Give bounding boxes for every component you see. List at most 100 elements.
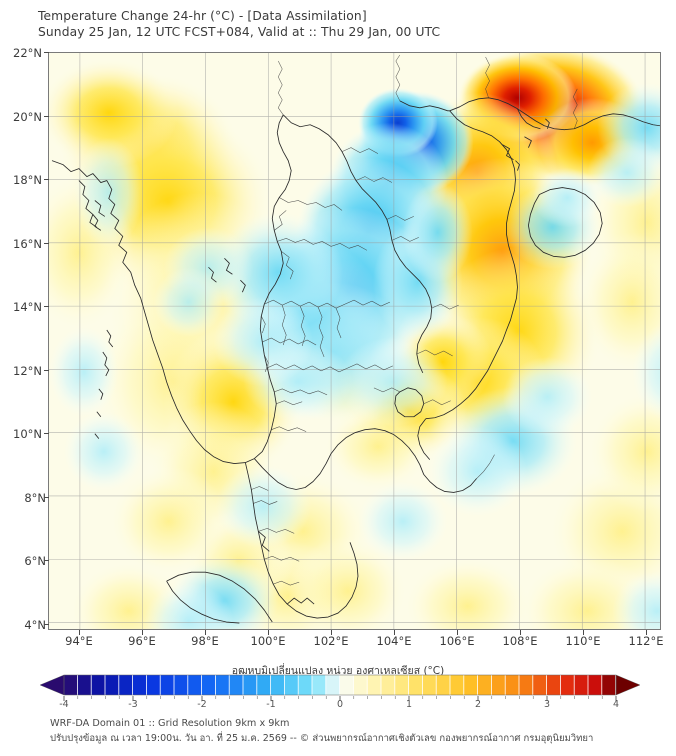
colorbar-segment xyxy=(367,675,381,695)
colorbar-segment xyxy=(119,675,133,695)
x-tick-mark xyxy=(646,630,647,635)
chart-title-block: Temperature Change 24-hr (°C) - [Data As… xyxy=(38,8,440,40)
colorbar-segment xyxy=(133,675,146,695)
x-tick-label: 110°E xyxy=(565,634,601,648)
colorbar-segment xyxy=(91,675,105,695)
coastline-layer xyxy=(51,54,660,624)
x-tick-mark xyxy=(583,630,584,635)
colorbar-ticks xyxy=(63,696,617,701)
colorbar-segment xyxy=(326,675,340,695)
y-tick-mark xyxy=(44,369,49,371)
y-tick-mark xyxy=(44,52,49,53)
x-tick-mark xyxy=(394,630,395,635)
colorbar-tick-label: 2 xyxy=(474,699,482,710)
y-tick-mark xyxy=(44,560,49,561)
colorbar-tick-label: -4 xyxy=(59,699,69,710)
y-tick-label: 22°N xyxy=(13,46,42,60)
y-tick-label: 20°N xyxy=(13,110,42,124)
x-tick-label: 96°E xyxy=(128,634,156,648)
x-tick-mark xyxy=(331,630,332,635)
x-tick-mark xyxy=(142,630,143,635)
colorbar-segment xyxy=(353,675,367,695)
colorbar-tick-label: -2 xyxy=(197,699,207,710)
y-tick-label: 10°N xyxy=(13,427,42,441)
x-tick-label: 94°E xyxy=(65,634,93,648)
temperature-anomaly-map xyxy=(49,53,660,629)
colorbar-segment xyxy=(478,675,491,695)
footer-block: WRF-DA Domain 01 :: Grid Resolution 9km … xyxy=(50,716,593,746)
colorbar-segment xyxy=(243,675,257,695)
colorbar-tick-label: 1 xyxy=(405,699,413,710)
colorbar-segment xyxy=(271,675,284,695)
colorbar-swatches xyxy=(40,674,640,696)
colorbar-segment xyxy=(174,675,188,695)
y-tick-label: 14°N xyxy=(13,300,42,314)
colorbar-segment xyxy=(560,675,574,695)
colorbar-segment xyxy=(602,675,616,695)
colorbar-tick-label: 0 xyxy=(336,699,344,710)
x-tick-label: 102°E xyxy=(313,634,349,648)
cool-anomaly-field xyxy=(49,82,660,629)
colorbar-segment xyxy=(436,675,450,695)
colorbar-segment xyxy=(519,675,533,695)
y-tick-mark xyxy=(44,306,49,307)
x-tick-label: 98°E xyxy=(191,634,219,648)
x-tick-label: 100°E xyxy=(250,634,286,648)
colorbar-segment xyxy=(533,675,547,695)
colorbar-segment xyxy=(188,675,202,695)
x-tick-mark xyxy=(520,630,521,635)
y-tick-label: 4°N xyxy=(24,618,46,632)
x-tick-label: 106°E xyxy=(439,634,475,648)
colorbar-segment xyxy=(215,675,229,695)
x-tick-label: 108°E xyxy=(502,634,538,648)
footer-model-info: WRF-DA Domain 01 :: Grid Resolution 9km … xyxy=(50,718,290,729)
x-tick-mark xyxy=(79,630,80,635)
colorbar-segment xyxy=(257,675,271,695)
colorbar-segment xyxy=(284,675,298,695)
chart-subtitle: Sunday 25 Jan, 12 UTC FCST+084, Valid at… xyxy=(38,25,441,39)
colorbar-segment xyxy=(491,675,505,695)
colorbar-segment xyxy=(340,675,353,695)
colorbar-segment xyxy=(105,675,119,695)
colorbar-segment xyxy=(77,675,91,695)
colorbar-segment xyxy=(574,675,588,695)
y-tick-mark xyxy=(44,242,49,244)
y-tick-mark xyxy=(44,179,49,180)
colorbar-segment xyxy=(547,675,560,695)
colorbar[interactable] xyxy=(40,674,640,701)
x-tick-mark xyxy=(457,630,458,635)
footer-credit: ปรับปรุงข้อมูล ณ เวลา 19:00น. วัน อา. ที… xyxy=(50,733,594,744)
x-tick-mark xyxy=(205,630,206,635)
colorbar-segment xyxy=(588,675,602,695)
y-tick-mark xyxy=(44,496,49,498)
colorbar-segment xyxy=(450,675,464,695)
y-tick-label: 18°N xyxy=(13,173,42,187)
colorbar-tick-label: 3 xyxy=(543,699,551,710)
colorbar-segment xyxy=(409,675,422,695)
y-tick-label: 16°N xyxy=(13,237,42,251)
map-gridlines xyxy=(49,53,660,629)
x-tick-label: 104°E xyxy=(376,634,412,648)
y-tick-label: 6°N xyxy=(24,554,46,568)
chart-title: Temperature Change 24-hr (°C) - [Data As… xyxy=(38,9,367,23)
colorbar-segment xyxy=(64,675,77,695)
colorbar-tick-label: -1 xyxy=(266,699,276,710)
colorbar-segment xyxy=(146,675,160,695)
y-tick-mark xyxy=(44,115,49,117)
colorbar-segment xyxy=(422,675,436,695)
colorbar-segment xyxy=(202,675,215,695)
y-tick-mark xyxy=(44,433,49,434)
colorbar-segment xyxy=(160,675,174,695)
colorbar-segment xyxy=(395,675,409,695)
colorbar-segment xyxy=(505,675,519,695)
y-tick-label: 8°N xyxy=(24,491,46,505)
x-tick-mark xyxy=(268,630,269,635)
colorbar-segment xyxy=(312,675,326,695)
x-tick-label: 112°E xyxy=(628,634,664,648)
colorbar-tick-label: -3 xyxy=(128,699,138,710)
map-plot-area[interactable] xyxy=(48,52,661,630)
y-tick-label: 12°N xyxy=(13,364,42,378)
colorbar-label: อุฒหบูมิเปลี่ยนแปลง หน่วย องศาเหลเซียส (… xyxy=(231,665,445,677)
colorbar-segment xyxy=(464,675,478,695)
